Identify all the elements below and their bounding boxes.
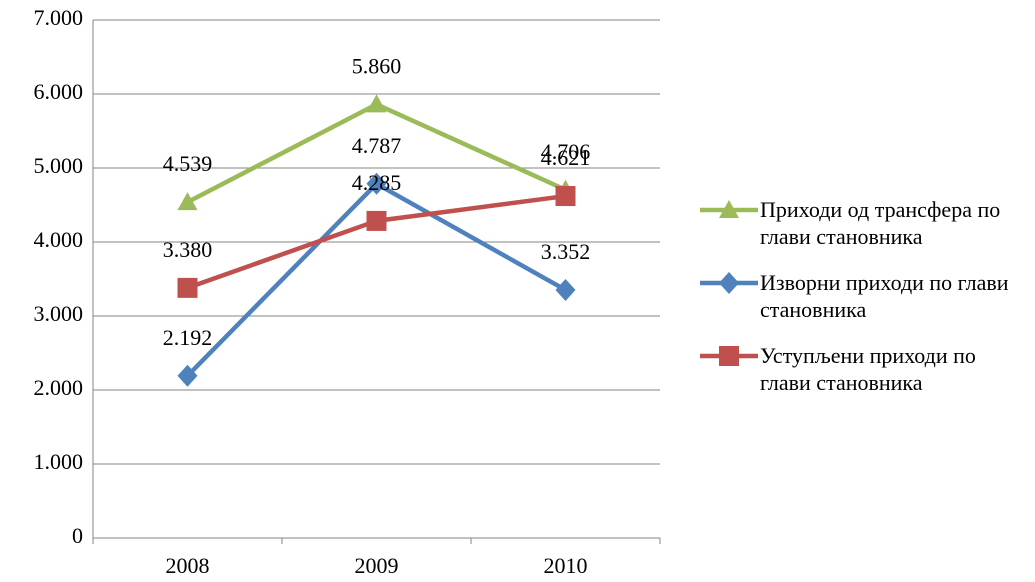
data-label: 5.860 xyxy=(352,53,402,78)
y-tick-label: 3.000 xyxy=(34,301,84,326)
data-point xyxy=(177,277,198,298)
data-label: 4.706 xyxy=(541,139,591,164)
data-point xyxy=(366,172,387,195)
data-point xyxy=(177,364,198,387)
y-tick-label: 6.000 xyxy=(34,79,84,104)
y-tick-label: 1.000 xyxy=(34,449,84,474)
data-label: 4.787 xyxy=(352,133,402,158)
y-tick-label: 0 xyxy=(72,523,83,548)
y-tick-label: 2.000 xyxy=(34,375,84,400)
x-tick-label: 2008 xyxy=(166,553,210,578)
legend-label: Изворни приходи по глави становника xyxy=(760,270,1009,322)
legend-marker xyxy=(719,200,739,218)
legend-marker xyxy=(719,272,739,294)
data-point xyxy=(366,94,387,113)
data-point xyxy=(366,210,387,231)
data-point xyxy=(177,192,198,211)
data-point xyxy=(555,278,576,301)
legend-label: Уступљени приходи по глави становника xyxy=(760,343,976,395)
data-label: 4.621 xyxy=(541,145,591,170)
data-label: 4.539 xyxy=(163,151,213,176)
data-label: 2.192 xyxy=(163,325,213,350)
data-label: 4.285 xyxy=(352,170,402,195)
data-point xyxy=(555,186,576,207)
y-tick-label: 7.000 xyxy=(34,5,84,30)
legend-marker xyxy=(719,346,739,366)
data-label: 3.352 xyxy=(541,239,591,264)
y-tick-label: 4.000 xyxy=(34,227,84,252)
y-tick-label: 5.000 xyxy=(34,153,84,178)
x-tick-label: 2010 xyxy=(544,553,588,578)
legend-label: Приходи од трансфера по глави становника xyxy=(760,197,1001,249)
data-label: 3.380 xyxy=(163,237,213,262)
x-tick-label: 2009 xyxy=(355,553,399,578)
